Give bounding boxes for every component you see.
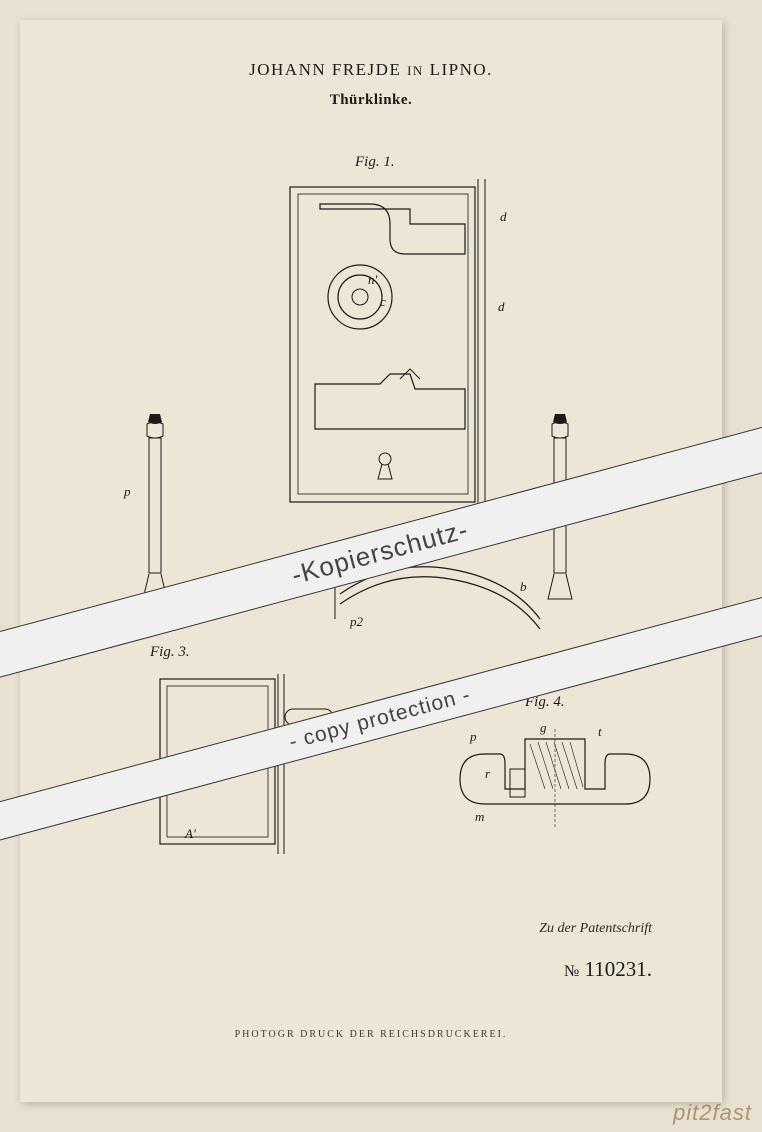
header: JOHANN FREJDE IN LIPNO. Thürklinke.	[20, 20, 722, 109]
label-p1: p	[124, 484, 131, 500]
label-c: c	[380, 294, 386, 310]
label-p3: p2	[350, 614, 363, 630]
label-g: g	[540, 720, 547, 736]
label-m: m	[475, 809, 484, 825]
watermark-bottom: pit2fast	[673, 1100, 752, 1126]
spindle-left	[135, 414, 175, 604]
number-symbol: №	[564, 963, 579, 980]
in-word: IN	[407, 63, 424, 78]
label-A: A'	[185, 826, 196, 842]
label-r: r	[485, 766, 490, 782]
footer-line: Zu der Patentschrift	[539, 921, 652, 937]
fig1-drawing	[260, 179, 540, 509]
patent-number: № 110231.	[564, 957, 652, 982]
label-b: b	[520, 579, 527, 595]
label-t: t	[598, 724, 602, 740]
author-line: JOHANN FREJDE IN LIPNO.	[20, 60, 722, 80]
fig1-label: Fig. 1.	[355, 154, 395, 171]
label-p2: p	[470, 729, 477, 745]
number-value: 110231.	[585, 957, 652, 981]
patent-title: Thürklinke.	[20, 92, 722, 109]
location: LIPNO.	[430, 60, 493, 79]
printer-line: PHOTOGR DRUCK DER REICHSDRUCKEREI.	[20, 1029, 722, 1040]
author-name: JOHANN FREJDE	[249, 60, 401, 79]
fig3-label: Fig. 3.	[150, 644, 190, 661]
label-n1: n'	[368, 272, 377, 288]
label-d1: d	[500, 209, 507, 225]
label-d2: d	[498, 299, 505, 315]
